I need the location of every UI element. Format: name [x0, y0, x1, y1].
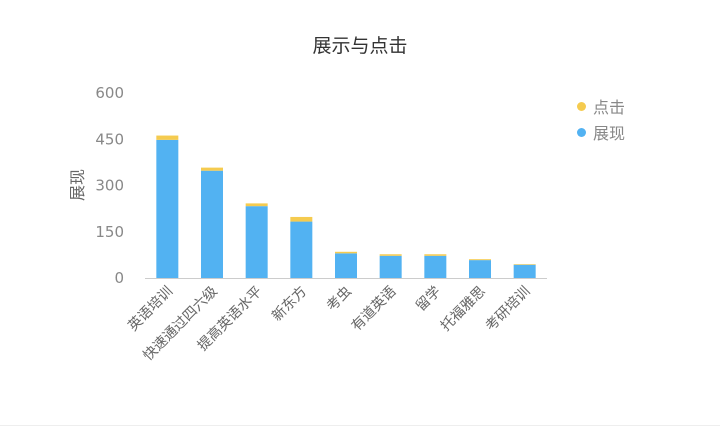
bar-click-4[interactable] — [335, 251, 357, 254]
legend-item-click[interactable]: 点击 — [577, 93, 625, 119]
chart-title: 展示与点击 — [312, 35, 408, 57]
bar-show-6[interactable] — [424, 255, 447, 278]
bars-group — [156, 135, 536, 278]
bar-show-1[interactable] — [201, 170, 223, 278]
bar-click-2[interactable] — [245, 203, 268, 207]
x-tick-label-5: 有道英语 — [348, 283, 400, 335]
bar-show-2[interactable] — [245, 206, 268, 278]
legend-click-label: 点击 — [593, 98, 626, 117]
y-axis-ticks: 0 150 300 450 600 — [95, 84, 124, 287]
x-tick-label-8: 考研培训 — [483, 284, 534, 335]
legend-show-dot — [577, 127, 586, 137]
y-tick-label-2: 300 — [95, 177, 124, 195]
bar-show-7[interactable] — [469, 260, 491, 278]
legend: 点击 展现 — [577, 93, 625, 145]
bar-click-0[interactable] — [156, 135, 179, 140]
bar-show-5[interactable] — [379, 255, 402, 278]
y-tick-label-3: 450 — [95, 130, 124, 148]
bar-show-0[interactable] — [156, 139, 179, 278]
y-tick-label-1: 150 — [95, 223, 124, 241]
bar-click-1[interactable] — [201, 167, 223, 171]
y-tick-label-0: 0 — [114, 269, 124, 287]
y-axis-label: 展现 — [68, 169, 87, 201]
bar-show-4[interactable] — [335, 253, 357, 278]
bar-click-8[interactable] — [513, 264, 536, 265]
x-tick-label-4: 考虫 — [324, 284, 355, 315]
bar-click-7[interactable] — [469, 259, 491, 261]
y-tick-label-4: 600 — [95, 84, 124, 102]
legend-click-dot — [577, 101, 586, 111]
x-tick-label-7: 托福雅思 — [438, 284, 489, 335]
legend-show-label: 展现 — [593, 124, 626, 143]
x-tick-label-6: 留学 — [413, 284, 444, 315]
legend-item-show[interactable]: 展现 — [577, 119, 625, 145]
bar-click-6[interactable] — [424, 254, 447, 256]
x-tick-label-3: 新东方 — [269, 284, 310, 325]
bar-show-3[interactable] — [290, 221, 313, 278]
bar-click-5[interactable] — [379, 254, 402, 256]
bottom-divider — [0, 425, 720, 426]
bar-show-8[interactable] — [513, 264, 536, 278]
bar-click-3[interactable] — [290, 216, 313, 222]
